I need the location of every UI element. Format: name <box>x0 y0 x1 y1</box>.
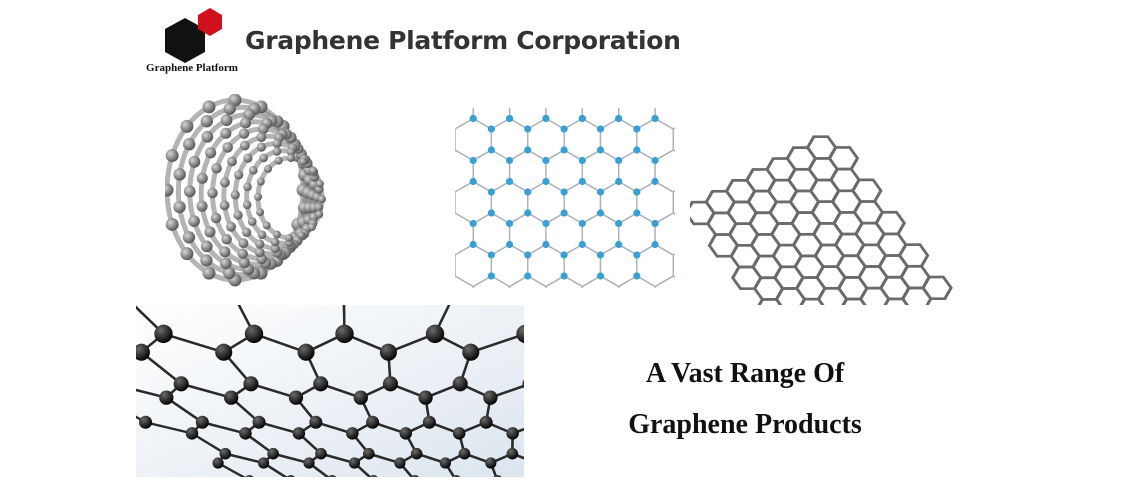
logo-caption: Graphene Platform <box>146 62 238 74</box>
honeycomb-sheet-image <box>690 135 953 305</box>
company-logo-icon <box>165 8 222 63</box>
hexagonal-lattice-image <box>455 108 675 288</box>
carbon-nanotube-image <box>165 94 326 287</box>
graphene-3d-lattice-image <box>136 305 524 477</box>
company-name: Graphene Platform Corporation <box>245 26 681 55</box>
tagline-line-1: A Vast Range Of <box>645 358 845 389</box>
tagline-line-2: Graphene Products <box>628 409 862 440</box>
